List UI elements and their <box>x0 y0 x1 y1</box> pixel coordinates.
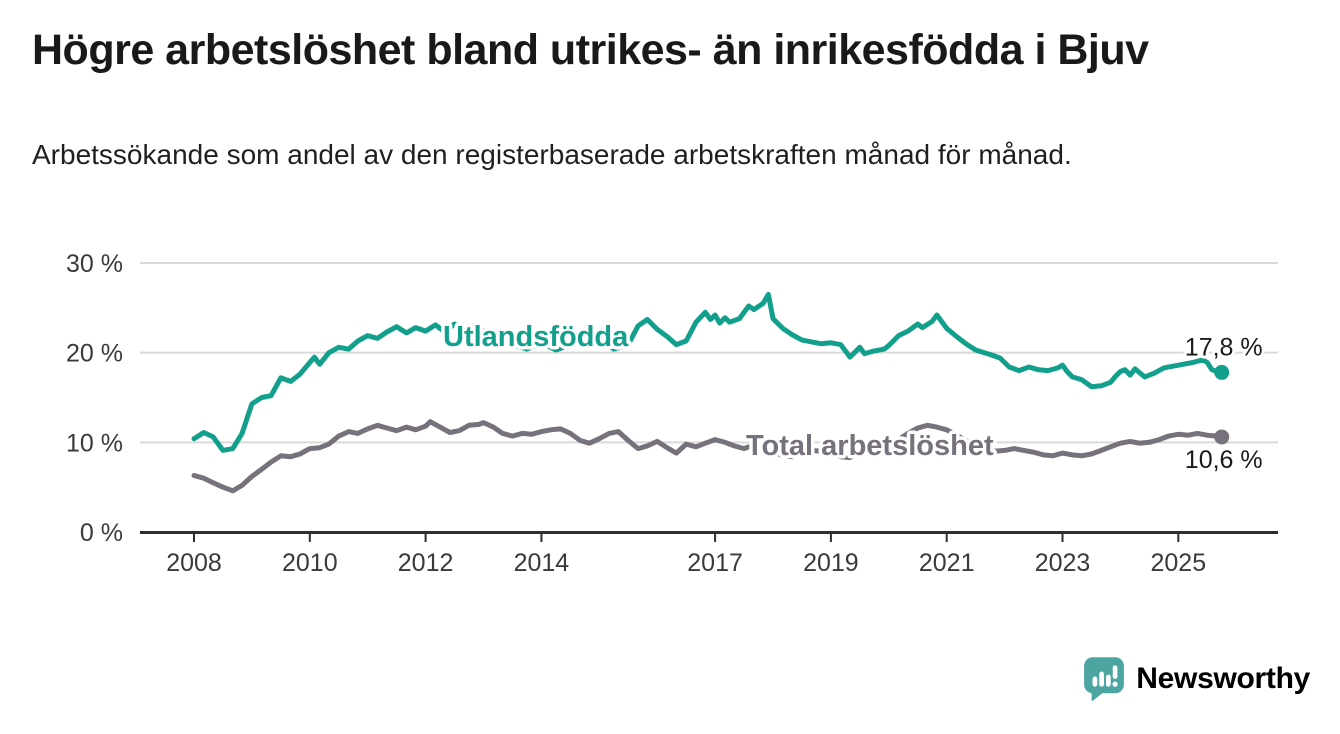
x-tick-label: 2008 <box>166 549 222 577</box>
x-axis-ticks <box>193 533 1180 542</box>
gridlines <box>140 261 1278 444</box>
x-axis-labels: 2008 2010 2012 2014 2017 2019 2021 2023 2025 <box>166 549 1206 577</box>
latest-value-label: 17,8 % <box>1185 333 1263 361</box>
x-tick-label: 2017 <box>687 549 743 577</box>
foreign-born-line <box>191 291 1225 453</box>
y-tick-label: 0 % <box>80 519 123 547</box>
x-tick-label: 2010 <box>282 549 338 577</box>
y-axis-labels: 0 % 10 % 20 % 30 % <box>66 250 123 547</box>
latest-value-label: 10,6 % <box>1185 446 1263 474</box>
latest-value-dot <box>1214 429 1230 445</box>
chart-subtitle: Arbetssökande som andel av den registerb… <box>32 139 1072 170</box>
foreign-born-series-label: Utlandsfödda <box>443 321 629 353</box>
x-tick-label: 2014 <box>514 549 570 577</box>
x-tick-label: 2023 <box>1035 549 1091 577</box>
x-tick-label: 2025 <box>1150 549 1206 577</box>
y-tick-label: 30 % <box>66 250 123 278</box>
latest-value-dot <box>1214 364 1230 380</box>
page-title: Högre arbetslöshet bland utrikes- än inr… <box>32 26 1149 74</box>
total-series-label: Total arbetslöshet <box>746 430 994 462</box>
newsworthy-logo[interactable]: Newsworthy <box>1082 656 1310 702</box>
newsworthy-chart-bubble-icon <box>1084 657 1125 701</box>
x-tick-label: 2012 <box>398 549 454 577</box>
x-tick-label: 2019 <box>803 549 859 577</box>
x-tick-label: 2021 <box>919 549 975 577</box>
latest-value-markers: 17,8 % 10,6 % <box>1182 330 1266 477</box>
total-unemployment-line <box>191 419 1225 494</box>
y-tick-label: 20 % <box>66 340 123 368</box>
newsworthy-brand-text: Newsworthy <box>1136 662 1310 695</box>
y-tick-label: 10 % <box>66 429 123 457</box>
